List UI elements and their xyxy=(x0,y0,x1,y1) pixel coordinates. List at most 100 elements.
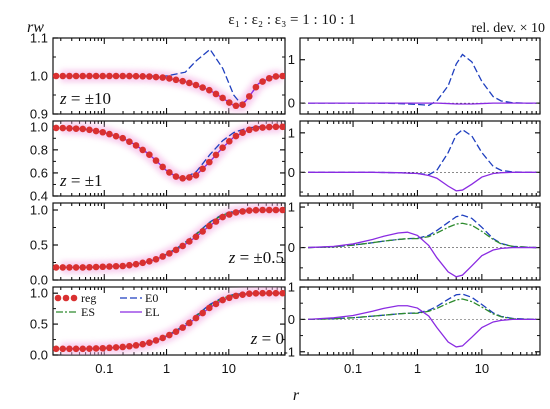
reg-point xyxy=(99,128,107,136)
reg-point xyxy=(132,72,140,80)
legend-label: reg xyxy=(81,291,96,305)
reg-point xyxy=(272,73,280,80)
reg-point xyxy=(252,290,260,297)
reg-point xyxy=(119,343,127,351)
reg-point xyxy=(212,90,220,98)
reg-point xyxy=(72,125,80,132)
reg-point xyxy=(126,138,133,145)
reg-point xyxy=(106,263,113,270)
reg-point xyxy=(212,218,220,225)
reg-point xyxy=(172,76,180,84)
reg-point xyxy=(72,72,80,80)
right-y-axis-label: rel. dev. × 10 xyxy=(472,21,545,36)
y-tick-label: 0 xyxy=(288,96,295,111)
reg-point xyxy=(86,263,93,271)
reg-point xyxy=(232,292,240,300)
plot-frame xyxy=(299,37,541,115)
series-line-E0 xyxy=(308,128,537,176)
reg-point xyxy=(92,345,100,352)
reg-point xyxy=(79,345,87,353)
reg-point xyxy=(192,233,200,241)
reg-point xyxy=(53,124,60,132)
series-line-E0 xyxy=(308,293,537,321)
reg-point xyxy=(232,209,240,216)
reg-point xyxy=(112,262,120,270)
series-line-EL xyxy=(308,102,537,105)
x-tick-label: 1 xyxy=(414,361,421,376)
reg-point xyxy=(239,208,246,215)
reg-point xyxy=(152,157,160,164)
reg-point xyxy=(99,263,107,271)
legend-item-E0: E0 xyxy=(120,291,158,305)
reg-point xyxy=(59,345,67,353)
reg-point xyxy=(92,263,100,271)
reg-point xyxy=(53,264,60,271)
reg-point xyxy=(66,345,73,353)
reg-point xyxy=(106,72,113,80)
y-tick-label: -1 xyxy=(283,344,295,359)
plot-area xyxy=(53,287,285,355)
reg-point xyxy=(206,304,213,312)
reg-point xyxy=(146,339,153,347)
plot-frame xyxy=(299,286,541,356)
reg-point xyxy=(59,72,67,80)
reg-point xyxy=(186,79,193,87)
x-axis-label: r xyxy=(293,387,300,404)
reg-point xyxy=(86,345,93,352)
reg-point xyxy=(265,289,273,297)
legend-item-EL: EL xyxy=(120,305,160,319)
reg-point xyxy=(119,262,127,270)
reg-point xyxy=(179,242,186,250)
reg-point xyxy=(206,158,213,166)
series-line-E0 xyxy=(308,53,537,106)
reg-point xyxy=(279,123,285,131)
reg-point xyxy=(272,289,280,297)
reg-point xyxy=(199,309,206,317)
reg-point xyxy=(79,125,87,133)
reg-point xyxy=(86,72,93,80)
legend-swatch xyxy=(62,294,70,302)
y-tick-label: 1.1 xyxy=(30,31,48,46)
y-tick-label: 1.0 xyxy=(30,119,48,134)
legend-item-reg: reg xyxy=(54,291,96,305)
plot-area xyxy=(53,204,285,274)
reg-point xyxy=(265,206,273,214)
reg-point xyxy=(112,72,120,80)
reg-point xyxy=(146,258,153,265)
plot-area xyxy=(53,48,285,113)
reg-point xyxy=(152,73,160,81)
plot-area xyxy=(308,214,537,278)
reg-point xyxy=(225,99,233,106)
reg-point xyxy=(159,334,166,342)
reg-point xyxy=(106,130,113,138)
legend-label: EL xyxy=(145,305,160,319)
reg-point xyxy=(159,163,166,171)
panel-left-1: 0.9 1.0 1.1 z = ±10 xyxy=(30,31,286,122)
reg-point xyxy=(53,345,60,353)
reg-point xyxy=(146,151,153,158)
reg-point xyxy=(99,72,107,80)
reg-point xyxy=(166,331,173,339)
reg-point xyxy=(112,132,120,140)
reg-point xyxy=(66,125,73,132)
y-tick-label: 0 xyxy=(288,165,295,180)
reg-point xyxy=(245,93,253,100)
reg-point xyxy=(139,73,146,80)
y-tick-label: 1 xyxy=(288,52,295,67)
plot-frame xyxy=(52,120,286,197)
reg-point xyxy=(126,72,133,80)
reg-point xyxy=(199,228,206,235)
reg-point xyxy=(139,146,146,154)
reg-point xyxy=(225,294,233,302)
panel-left-3: 0.0 0.5 1.0 z = ±0.5 xyxy=(30,202,286,288)
reg-point xyxy=(132,342,140,349)
reg-point xyxy=(119,134,127,142)
y-tick-label: 0.5 xyxy=(30,238,48,253)
reg-point xyxy=(146,73,153,80)
panel-annotation: z = ±1 xyxy=(59,171,103,190)
reg-point xyxy=(86,126,93,134)
reg-point xyxy=(232,132,240,140)
reg-point xyxy=(66,264,73,271)
reg-point xyxy=(199,84,206,91)
